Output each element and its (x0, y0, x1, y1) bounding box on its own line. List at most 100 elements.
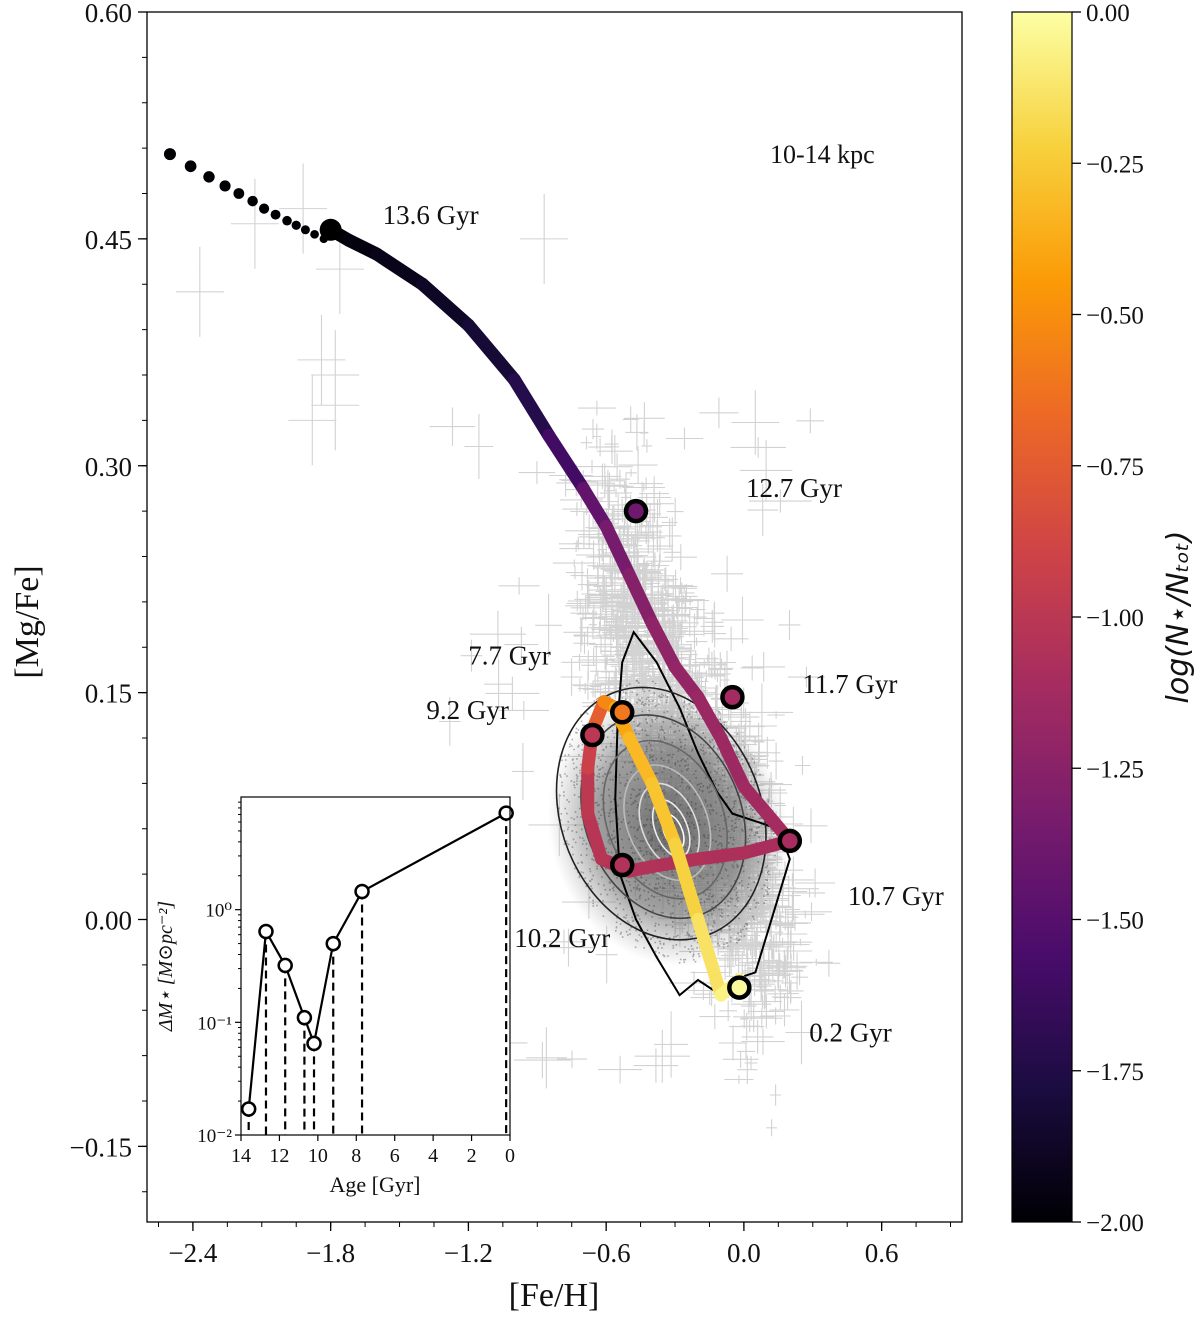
track-segment (691, 913, 728, 1002)
track-segment (370, 247, 429, 291)
inset-dashed-lines (247, 813, 508, 1135)
inset-point (354, 883, 370, 900)
main-frame (146, 11, 963, 1223)
track-point (203, 171, 215, 183)
colorbar-tick-label: −0.25 (1086, 151, 1144, 178)
age-marker-label: 0.2 Gyr (809, 1018, 892, 1048)
colorbar-label: log(N⋆/Nₜₒₜ) (1161, 530, 1196, 703)
track-segment (691, 690, 728, 745)
age-marker (727, 975, 752, 1000)
y-axis-label: [Mg/Fe] (9, 565, 46, 678)
age-marker (720, 684, 745, 710)
colorbar-tick-label: 0.00 (1086, 0, 1130, 27)
y-tick-label: 0.00 (85, 906, 132, 936)
x-axis-label: [Fe/H] (509, 1277, 600, 1314)
age-marker-label: 9.2 Gyr (426, 695, 509, 725)
inset-y-ticks: 10⁻² 10⁻¹ 10⁰ (197, 801, 241, 1147)
track-point (219, 180, 231, 192)
track-segment (415, 277, 475, 332)
colorbar-ticks: 0.00 −0.25 −0.50 −0.75 −1.00 −1.25 −1.50 −1.75 −… (1072, 0, 1144, 1237)
inset-y-tick-label: 10⁻¹ (197, 1013, 232, 1034)
track-point (270, 209, 281, 220)
x-tick-label: −1.8 (306, 1238, 355, 1268)
track-point (282, 215, 292, 226)
colorbar-tick-label: −0.75 (1086, 454, 1144, 481)
track-segment (622, 568, 659, 630)
track-segment (576, 481, 613, 533)
inset-y-axis-label: ΔM⋆ [M⊙pc⁻²] (155, 901, 177, 1032)
inset-frame (240, 796, 511, 1136)
track-point (247, 195, 258, 207)
x-tick-label: 0.0 (727, 1238, 761, 1268)
age-marker (319, 218, 342, 241)
inset-point (306, 1035, 322, 1052)
inset-y-tick-label: 10⁰ (205, 901, 232, 922)
age-marker-label: 10.7 Gyr (848, 881, 944, 911)
age-marker-label: 7.7 Gyr (468, 640, 551, 670)
track-segment (668, 837, 705, 926)
density-contour (555, 686, 767, 941)
inset-x-tick-label: 0 (505, 1145, 515, 1167)
colorbar-tick-label: −1.50 (1086, 908, 1144, 935)
track-point (233, 188, 245, 199)
x-tick-label: −1.2 (444, 1238, 493, 1268)
track-point (291, 220, 301, 230)
colorbar-gradient (1011, 11, 1073, 1223)
colorbar-tick-label: −2.00 (1086, 1210, 1144, 1237)
track-point (184, 160, 197, 173)
inset-point (498, 805, 514, 821)
colorbar: 0.00 −0.25 −0.50 −0.75 −1.00 −1.25 −1.50 −1.75 −… (1011, 0, 1196, 1237)
inset-x-tick-label: 2 (467, 1145, 477, 1167)
inset-point (258, 923, 274, 940)
track-point (300, 225, 310, 235)
x-tick-label: −0.6 (582, 1238, 631, 1268)
y-tick-label: 0.30 (85, 452, 132, 482)
y-tick-label: 0.45 (85, 225, 132, 255)
x-tick-label: 0.6 (865, 1238, 899, 1268)
colorbar-tick-label: −1.00 (1086, 605, 1144, 632)
track-segment (645, 776, 682, 851)
inset-x-tick-label: 14 (231, 1145, 251, 1167)
age-marker-label: 12.7 Gyr (746, 473, 842, 503)
y-tick-label: 0.60 (85, 0, 132, 28)
main-y-ticks: −0.15 0.00 0.15 0.30 0.45 0.60 (70, 0, 147, 1193)
inset-point (277, 957, 293, 974)
inset-point (296, 1009, 313, 1026)
age-marker-label: 13.6 Gyr (383, 200, 479, 230)
track-point (163, 148, 176, 161)
main-x-ticks: −2.4 −1.8 −1.2 −0.6 0.0 0.6 (157, 1222, 952, 1268)
track-point (310, 229, 319, 239)
age-marker-labels: 13.6 Gyr 12.7 Gyr 11.7 Gyr 10.7 Gyr 10.2 Gyr… (383, 200, 944, 1048)
track-segment (542, 429, 590, 495)
track-segment (622, 731, 659, 790)
age-marker (777, 828, 803, 854)
inset-x-tick-label: 8 (351, 1145, 361, 1167)
y-tick-label: −0.15 (70, 1132, 132, 1162)
x-tick-label: −2.4 (168, 1238, 217, 1268)
track-segment (691, 846, 751, 866)
inset-x-ticks: 14 12 10 8 6 4 2 0 (231, 1135, 515, 1167)
inset-x-axis-label: Age [Gyr] (329, 1172, 420, 1197)
track-point (258, 203, 270, 214)
age-marker-label: 11.7 Gyr (802, 669, 897, 699)
inset-x-tick-label: 6 (390, 1145, 400, 1167)
colorbar-tick-label: −1.75 (1086, 1059, 1144, 1086)
inset-point (325, 935, 341, 952)
inset-series (240, 805, 514, 1117)
age-markers (319, 218, 803, 1000)
track-segment (714, 731, 751, 793)
age-marker (623, 498, 649, 524)
inset-point (240, 1101, 257, 1117)
inset-x-tick-label: 10 (308, 1145, 328, 1167)
inset-x-tick-label: 12 (269, 1145, 289, 1167)
track-segment (599, 519, 636, 582)
colorbar-tick-label: −1.25 (1086, 756, 1144, 783)
age-marker (609, 852, 635, 878)
inset-x-tick-label: 4 (428, 1145, 438, 1167)
age-marker-label: 10.2 Gyr (514, 923, 610, 953)
colorbar-tick-label: −0.50 (1086, 303, 1144, 330)
track-segment (507, 373, 556, 442)
region-label: 10-14 kpc (770, 140, 875, 169)
